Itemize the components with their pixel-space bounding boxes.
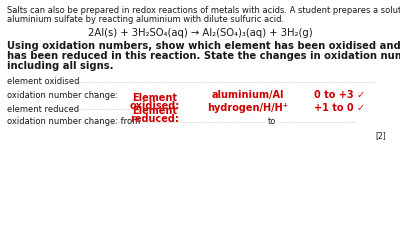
Text: oxidised:: oxidised: [130, 101, 180, 111]
Text: ·: · [93, 89, 96, 99]
Text: Salts can also be prepared in redox reactions of metals with acids. A student pr: Salts can also be prepared in redox reac… [7, 6, 400, 15]
Text: 0 to +3 ✓: 0 to +3 ✓ [314, 90, 366, 100]
Text: has been reduced in this reaction. State the changes in oxidation numbers,: has been reduced in this reaction. State… [7, 51, 400, 61]
Text: hydrogen/H/H⁺: hydrogen/H/H⁺ [208, 103, 288, 113]
Text: aluminium sulfate by reacting aluminium with dilute sulfuric acid.: aluminium sulfate by reacting aluminium … [7, 15, 284, 24]
Text: oxidation number change: from: oxidation number change: from [7, 117, 140, 126]
Text: element reduced: element reduced [7, 104, 79, 113]
Text: Element: Element [132, 93, 178, 103]
Text: to: to [268, 117, 276, 126]
Text: including all signs.: including all signs. [7, 61, 114, 71]
Text: Using oxidation numbers, show which element has been oxidised and which: Using oxidation numbers, show which elem… [7, 41, 400, 51]
Text: aluminium/Al: aluminium/Al [212, 90, 284, 100]
Text: +1 to 0 ✓: +1 to 0 ✓ [314, 103, 366, 113]
Text: Element: Element [132, 106, 178, 116]
Text: element oxidised: element oxidised [7, 77, 80, 86]
Text: [2]: [2] [375, 131, 386, 140]
Text: reduced:: reduced: [130, 114, 180, 124]
Text: 2Al(s) + 3H₂SO₄(aq) → Al₂(SO₄)₃(aq) + 3H₂(g): 2Al(s) + 3H₂SO₄(aq) → Al₂(SO₄)₃(aq) + 3H… [88, 28, 312, 38]
Text: oxidation number change:: oxidation number change: [7, 92, 118, 101]
